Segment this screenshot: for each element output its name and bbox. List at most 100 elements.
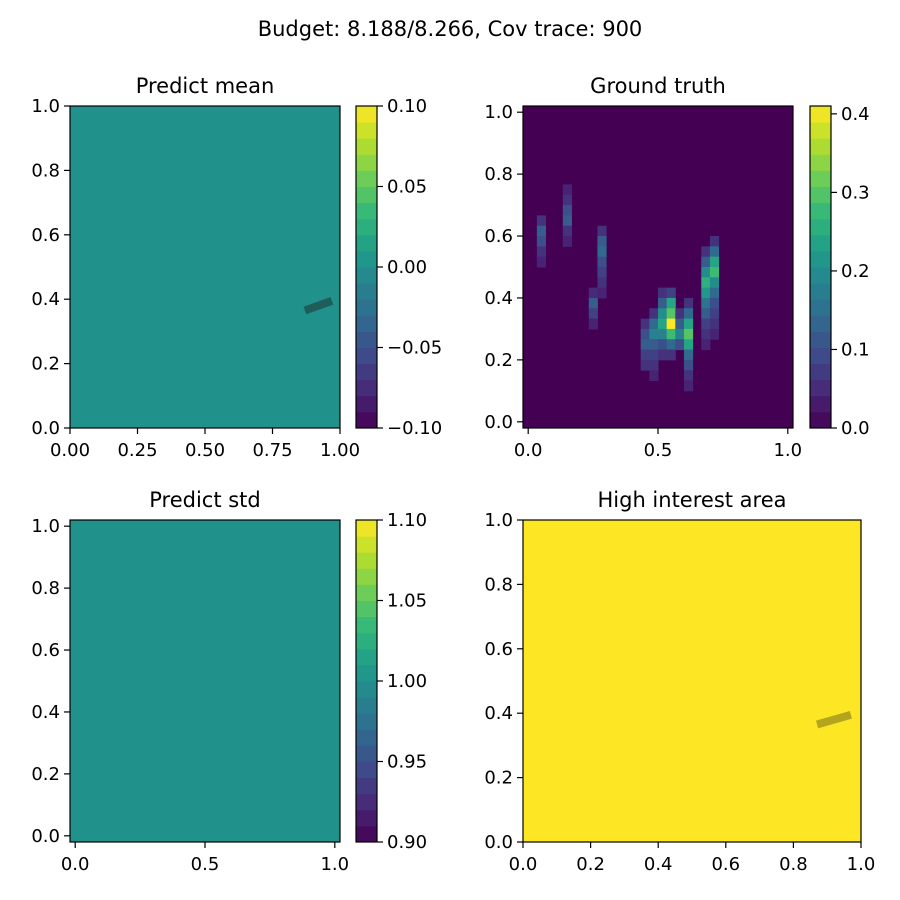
colorbar-band — [356, 218, 377, 236]
heatmap-cell — [701, 308, 711, 320]
y-tick-label: 0.0 — [484, 832, 513, 853]
y-tick-label: 0.6 — [31, 640, 60, 661]
heatmap-cell — [701, 267, 711, 278]
x-tick-label: 0.25 — [117, 440, 157, 461]
heatmap-cell — [701, 277, 711, 289]
heatmap-uniform — [523, 520, 861, 842]
colorbar-frame — [809, 105, 832, 429]
colorbar: −0.10 −0.05 0.00 0.05 0.10 — [355, 96, 442, 439]
heatmap-cell — [709, 277, 720, 289]
heatmap-cell — [658, 287, 668, 299]
colorbar-band — [810, 363, 831, 381]
heatmap-cell — [666, 328, 676, 340]
colorbar-tick-label: 0.1 — [841, 339, 870, 360]
colorbar-band — [356, 154, 377, 171]
colorbar-band — [810, 267, 831, 284]
panel-interest: High interest area 0.0 0.2 0.4 0.6 0.8 1.0 0.0 0… — [484, 488, 875, 875]
colorbar-tick-label: 0.10 — [387, 96, 427, 117]
heatmap-cell — [666, 349, 676, 361]
heatmap-uniform — [70, 106, 340, 428]
colorbar-band — [810, 331, 831, 348]
y-tick-label: 0.8 — [484, 164, 513, 185]
heatmap-cell — [588, 308, 598, 320]
y-tick-label: 0.4 — [31, 289, 60, 310]
heatmap-cell — [666, 287, 676, 299]
y-tick-label: 0.4 — [484, 703, 513, 724]
colorbar: 0.0 0.1 0.2 0.3 0.4 — [809, 104, 870, 439]
heatmap-cell — [562, 205, 572, 216]
colorbar-band — [356, 395, 377, 413]
colorbar-tick-label: −0.10 — [387, 418, 442, 439]
heatmap-cell — [683, 370, 694, 382]
heatmap-cell — [536, 215, 546, 227]
colorbar-band — [356, 250, 377, 268]
heatmap-cell — [709, 318, 720, 330]
heatmap-cell — [640, 359, 650, 371]
colorbar-band — [810, 299, 831, 316]
heatmap-cell — [709, 246, 720, 258]
colorbar-tick-label: 0.2 — [841, 261, 870, 282]
panel-std: Predict std 0.0 0.5 1.0 0.0 0.2 0.4 0.6 0.8 1.0 0.… — [31, 488, 427, 875]
colorbar-tick-label: 1.10 — [387, 510, 427, 531]
y-tick-label: 0.2 — [484, 768, 513, 789]
heatmap-cell — [649, 359, 659, 371]
heatmap-cell — [588, 297, 598, 309]
x-tick-label: 0.5 — [191, 854, 220, 875]
heatmap-cell — [683, 339, 694, 351]
heatmap-cell — [536, 236, 546, 247]
panel-title: Ground truth — [590, 74, 726, 98]
colorbar-band — [356, 552, 377, 569]
colorbar-band — [356, 745, 377, 762]
colorbar-tick-label: 0.3 — [841, 182, 870, 203]
colorbar-band — [356, 536, 377, 553]
heatmap-cell — [701, 318, 711, 330]
heatmap-cell — [683, 380, 694, 392]
x-tick-label: 0.4 — [644, 854, 673, 875]
heatmap-cell — [640, 328, 650, 340]
colorbar-band — [356, 267, 377, 284]
x-tick-label: 0.00 — [50, 440, 90, 461]
y-tick-label: 0.6 — [484, 226, 513, 247]
colorbar-band — [810, 154, 831, 171]
heatmap-cell — [701, 256, 711, 268]
heatmap-cell — [683, 349, 694, 361]
heatmap-cell — [597, 236, 607, 247]
heatmap-cell — [709, 267, 720, 278]
y-tick-label: 0.6 — [484, 639, 513, 660]
colorbar-band — [810, 218, 831, 236]
colorbar-band — [356, 379, 377, 397]
colorbar-band — [356, 568, 377, 585]
trajectory-segment — [303, 297, 334, 315]
heatmap-cell — [588, 287, 598, 299]
heatmap-cell — [709, 308, 720, 320]
y-tick-label: 0.0 — [484, 412, 513, 433]
heatmap-cell — [597, 246, 607, 258]
heatmap-uniform — [70, 520, 340, 842]
heatmap-cell — [597, 267, 607, 278]
x-tick-label: 0.0 — [509, 854, 538, 875]
colorbar-band — [810, 250, 831, 268]
heatmap-cell — [709, 328, 720, 340]
colorbar-band — [356, 648, 377, 666]
colorbar-band — [356, 170, 377, 187]
heatmap-cell — [666, 318, 676, 330]
heatmap-cell — [640, 349, 650, 361]
colorbar-tick-label: 0.05 — [387, 177, 427, 198]
heatmap-cell — [683, 328, 694, 340]
panel-mean: Predict mean 0.00 0.25 0.50 0.75 1.00 0.0 0.2 0.… — [31, 74, 442, 461]
heatmap-cell — [649, 308, 659, 320]
heatmap-cell — [597, 256, 607, 268]
x-tick-label: 0.6 — [711, 854, 740, 875]
heatmap-cell — [709, 256, 720, 268]
x-tick-label: 0.75 — [252, 440, 292, 461]
colorbar-band — [810, 234, 831, 252]
colorbar-band — [356, 315, 377, 332]
heatmap-cell — [562, 184, 572, 196]
heatmap-cell — [562, 236, 572, 247]
colorbar-band — [356, 584, 377, 601]
heatmap-cell — [588, 318, 598, 330]
colorbar-tick-label: 1.00 — [387, 671, 427, 692]
heatmap-cell — [536, 256, 546, 268]
y-tick-label: 0.0 — [31, 826, 60, 847]
colorbar-band — [810, 106, 831, 123]
